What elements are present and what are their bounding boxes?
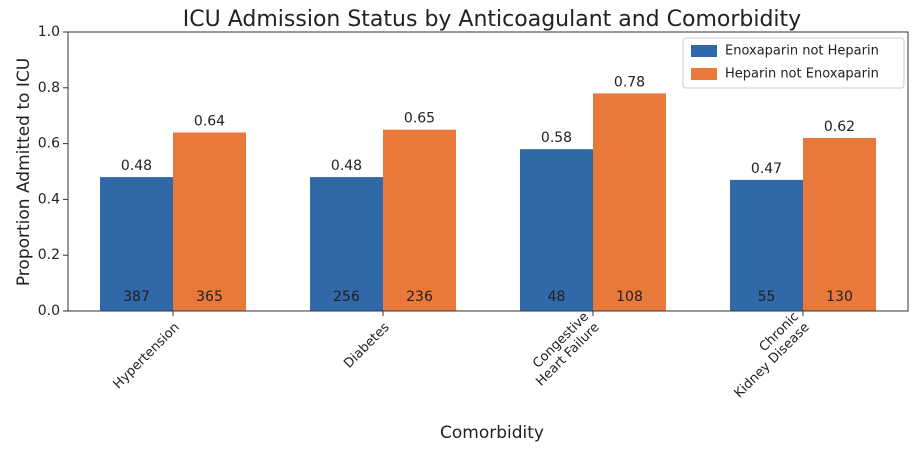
bar (383, 129, 456, 311)
bar (520, 149, 593, 311)
x-tick-label: Diabetes (341, 320, 393, 372)
value-label: 0.47 (751, 161, 782, 177)
value-label: 0.58 (541, 130, 572, 146)
value-label: 0.78 (614, 74, 645, 90)
bar (310, 177, 383, 311)
legend-box (682, 37, 905, 89)
y-tick-label: 0.2 (38, 247, 60, 263)
count-label: 365 (196, 289, 223, 305)
bar (730, 179, 803, 311)
legend-swatch (691, 45, 717, 57)
bar (593, 93, 666, 311)
x-axis-label: Comorbidity (440, 423, 544, 443)
y-tick-label: 0.6 (38, 136, 60, 152)
count-label: 256 (333, 289, 360, 305)
bar (173, 132, 246, 311)
x-tick-label: ChronicKidney Disease (721, 309, 813, 401)
y-tick-label: 1.0 (38, 24, 60, 40)
legend-label: Enoxaparin not Heparin (725, 44, 879, 59)
value-label: 0.62 (824, 119, 855, 135)
chart-title: ICU Admission Status by Anticoagulant an… (183, 7, 801, 32)
value-label: 0.48 (331, 158, 362, 174)
count-label: 48 (548, 289, 566, 305)
count-label: 236 (406, 289, 433, 305)
count-label: 108 (616, 289, 643, 305)
y-tick-label: 0.8 (38, 80, 60, 96)
value-label: 0.65 (404, 111, 435, 127)
plot-frame (67, 31, 909, 312)
x-tick-label: CongestiveHeart Failure (523, 309, 603, 389)
count-label: 387 (123, 289, 150, 305)
count-label: 130 (826, 289, 853, 305)
value-label: 0.64 (194, 113, 225, 129)
legend-label: Heparin not Enoxaparin (725, 67, 879, 82)
y-tick-label: 0.0 (38, 303, 60, 319)
y-tick-label: 0.4 (38, 191, 60, 207)
bar (803, 138, 876, 311)
bar (100, 177, 173, 311)
value-label: 0.48 (121, 158, 152, 174)
y-axis-label: Proportion Admitted to ICU (14, 58, 34, 286)
legend-swatch (691, 68, 717, 80)
x-tick-label: Hypertension (111, 320, 183, 392)
count-label: 55 (758, 289, 776, 305)
